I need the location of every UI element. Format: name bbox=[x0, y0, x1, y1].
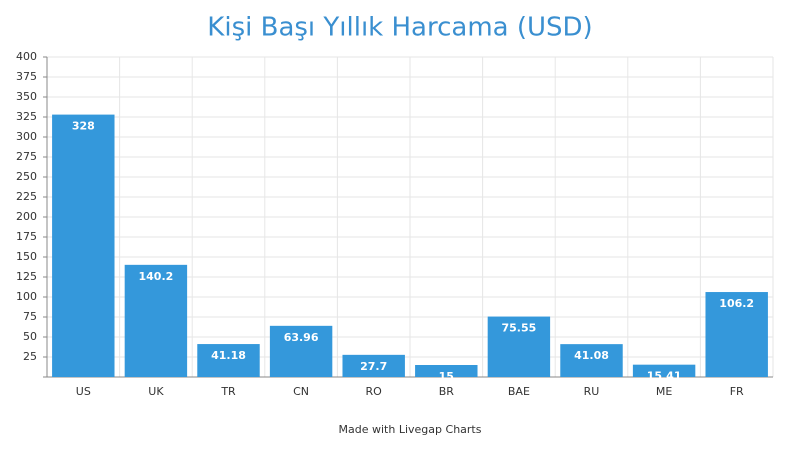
y-tick-label: 325 bbox=[16, 110, 37, 123]
bar bbox=[705, 292, 768, 377]
x-tick-label: UK bbox=[148, 385, 164, 398]
data-label: 27.7 bbox=[360, 360, 387, 373]
y-tick-label: 300 bbox=[16, 130, 37, 143]
chart-title: Kişi Başı Yıllık Harcama (USD) bbox=[207, 13, 592, 43]
bar bbox=[197, 344, 260, 377]
y-tick-label: 275 bbox=[16, 150, 37, 163]
bar bbox=[124, 264, 188, 377]
data-label: 15.41 bbox=[647, 370, 682, 383]
x-tick-label: RO bbox=[366, 385, 383, 398]
data-label: 75.55 bbox=[502, 322, 537, 335]
x-tick-label: US bbox=[76, 385, 91, 398]
y-tick-label: 375 bbox=[16, 70, 37, 83]
y-tick-label: 150 bbox=[16, 250, 37, 263]
data-label: 328 bbox=[72, 120, 95, 133]
data-label: 63.96 bbox=[284, 331, 319, 344]
y-tick-label: 250 bbox=[16, 170, 37, 183]
x-tick-label: RU bbox=[584, 385, 600, 398]
y-tick-label: 200 bbox=[16, 210, 37, 223]
y-tick-label: 25 bbox=[23, 350, 37, 363]
data-label: 15 bbox=[439, 370, 454, 383]
y-tick-label: 175 bbox=[16, 230, 37, 243]
data-label: 41.18 bbox=[211, 349, 246, 362]
bar bbox=[269, 325, 333, 377]
y-tick-label: 75 bbox=[23, 310, 37, 323]
bar bbox=[487, 316, 551, 377]
y-tick-label: 225 bbox=[16, 190, 37, 203]
y-tick-label: 125 bbox=[16, 270, 37, 283]
credit: Made with Livegap Charts bbox=[339, 423, 482, 436]
bar bbox=[415, 365, 478, 377]
x-tick-label: ME bbox=[656, 385, 672, 398]
y-tick-label: 100 bbox=[16, 290, 37, 303]
x-tick-label: BAE bbox=[508, 385, 530, 398]
x-tick-label: FR bbox=[730, 385, 744, 398]
y-tick-label: 50 bbox=[23, 330, 37, 343]
bar bbox=[52, 114, 115, 377]
y-tick-label: 400 bbox=[16, 50, 37, 63]
data-label: 106.2 bbox=[719, 297, 754, 310]
data-label: 140.2 bbox=[139, 270, 174, 283]
x-tick-label: BR bbox=[439, 385, 455, 398]
bar bbox=[342, 354, 405, 377]
x-tick-label: TR bbox=[220, 385, 236, 398]
bar bbox=[560, 344, 623, 377]
data-label: 41.08 bbox=[574, 349, 609, 362]
x-tick-label: CN bbox=[293, 385, 309, 398]
y-tick-label: 350 bbox=[16, 90, 37, 103]
bar bbox=[632, 364, 696, 377]
